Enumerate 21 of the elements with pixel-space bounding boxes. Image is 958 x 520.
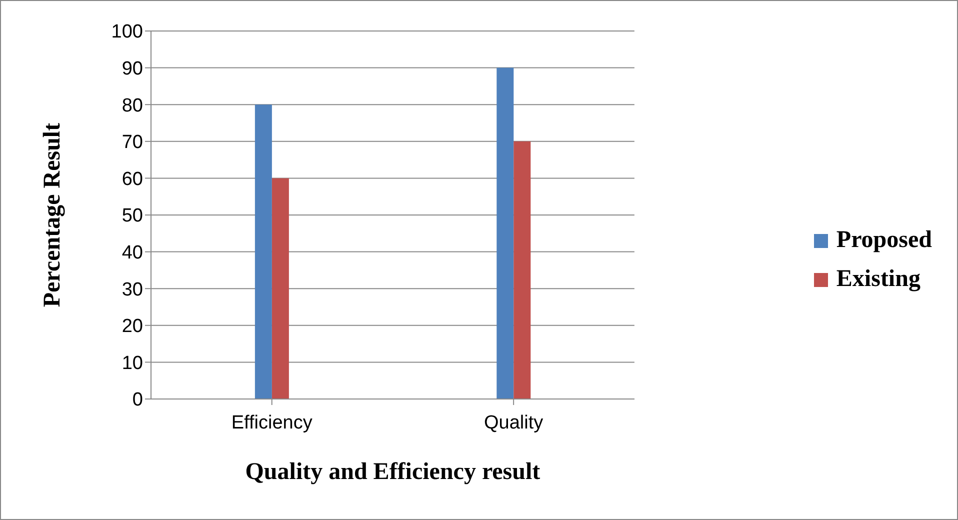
bar xyxy=(254,104,272,399)
x-axis-title: Quality and Efficiency result xyxy=(245,459,540,485)
y-tick-label: 60 xyxy=(122,168,143,190)
bar xyxy=(514,141,531,399)
y-tick-label: 10 xyxy=(122,352,143,374)
legend-label: Existing xyxy=(836,266,920,293)
bar xyxy=(496,68,514,399)
y-tick-label: 20 xyxy=(122,316,143,338)
y-tick-label: 40 xyxy=(122,242,143,264)
y-tick-label: 100 xyxy=(111,22,143,43)
y-tick-label: 90 xyxy=(122,58,143,80)
y-tick-label: 80 xyxy=(122,95,143,116)
y-tick-label: 70 xyxy=(122,132,143,154)
y-axis-title: Percentage Result xyxy=(40,122,66,308)
x-tick-label: Efficiency xyxy=(231,412,313,434)
legend-label: Proposed xyxy=(836,227,932,254)
y-tick-label: 50 xyxy=(122,206,143,227)
y-tick-label: 30 xyxy=(122,279,143,300)
bar xyxy=(272,178,289,399)
y-tick-label: 0 xyxy=(132,390,143,411)
x-tick-label: Quality xyxy=(484,412,544,434)
